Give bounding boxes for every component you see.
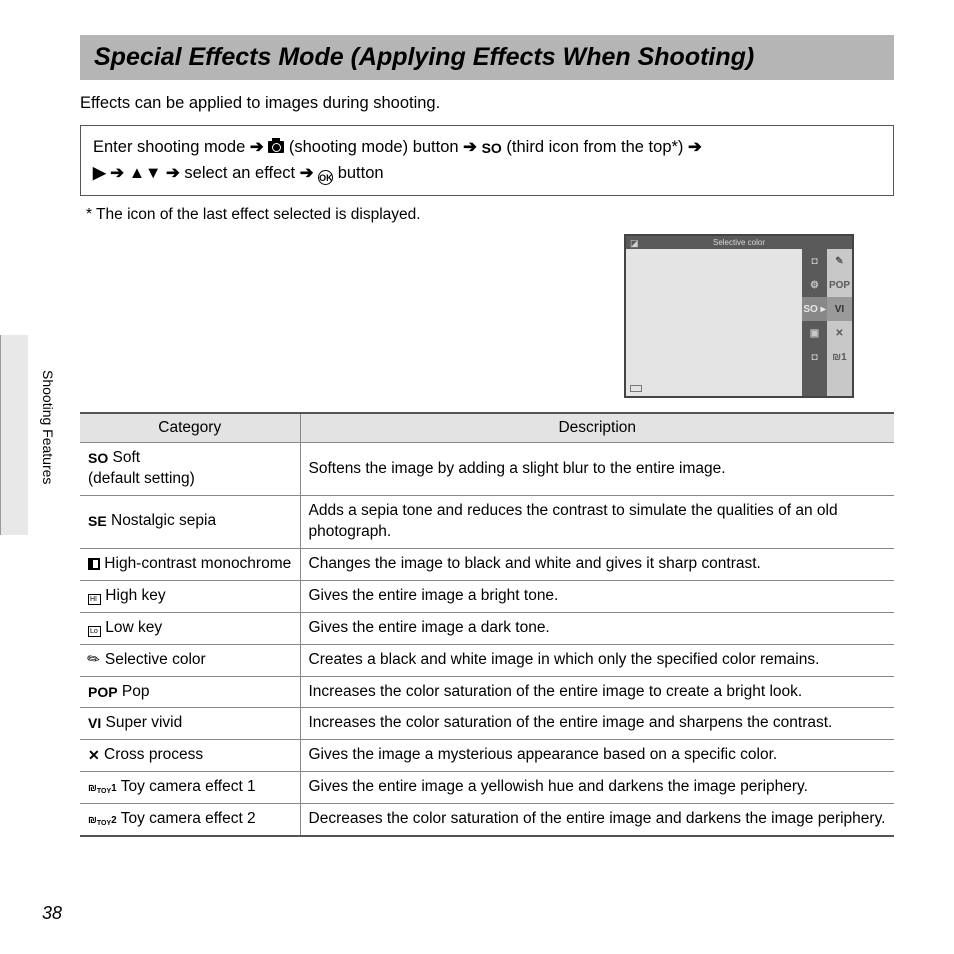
screen-mode-item: ▣ bbox=[802, 321, 827, 345]
description-cell: Decreases the color saturation of the en… bbox=[300, 804, 894, 836]
table-row: ₪TOY1 Toy camera effect 1Gives the entir… bbox=[80, 772, 894, 804]
screen-top-bar: ◪ Selective color bbox=[626, 236, 852, 249]
page-number: 38 bbox=[42, 903, 62, 924]
category-cell: SE Nostalgic sepia bbox=[80, 495, 300, 548]
arrow-icon: ➔ bbox=[463, 138, 481, 156]
category-cell: POP Pop bbox=[80, 676, 300, 708]
table-header-description: Description bbox=[300, 413, 894, 443]
screen-effect-item: ✎ bbox=[827, 249, 852, 273]
table-row: ✕ Cross processGives the image a mysteri… bbox=[80, 740, 894, 772]
toy1-icon: ₪TOY1 bbox=[88, 782, 117, 796]
description-cell: Changes the image to black and white and… bbox=[300, 548, 894, 580]
nav-button-text: button bbox=[338, 164, 384, 182]
arrow-icon: ➔ bbox=[688, 138, 702, 156]
page-content: Special Effects Mode (Applying Effects W… bbox=[0, 0, 954, 857]
intro-text: Effects can be applied to images during … bbox=[80, 94, 894, 113]
low-key-icon: Lo bbox=[88, 626, 101, 637]
battery-icon bbox=[630, 385, 642, 392]
table-row: SO Soft(default setting)Softens the imag… bbox=[80, 443, 894, 496]
description-cell: Increases the color saturation of the en… bbox=[300, 676, 894, 708]
table-row: High-contrast monochromeChanges the imag… bbox=[80, 548, 894, 580]
high-key-icon: HI bbox=[88, 594, 101, 605]
screen-mode-icon: ◪ bbox=[630, 237, 639, 250]
navigation-steps-box: Enter shooting mode ➔ (shooting mode) bu… bbox=[80, 125, 894, 196]
description-cell: Increases the color saturation of the en… bbox=[300, 708, 894, 740]
category-cell: ✕ Cross process bbox=[80, 740, 300, 772]
table-row: SE Nostalgic sepiaAdds a sepia tone and … bbox=[80, 495, 894, 548]
category-cell: HI High key bbox=[80, 580, 300, 612]
right-arrow-icon: ▶ bbox=[93, 164, 106, 182]
category-cell: SO Soft(default setting) bbox=[80, 443, 300, 496]
pop-icon: POP bbox=[88, 683, 118, 702]
category-cell: High-contrast monochrome bbox=[80, 548, 300, 580]
screen-mode-item: ◘ bbox=[802, 345, 827, 369]
screen-effect-item: ₪1 bbox=[827, 345, 852, 369]
description-cell: Adds a sepia tone and reduces the contra… bbox=[300, 495, 894, 548]
arrow-icon: ➔ bbox=[166, 164, 184, 182]
table-row: ₪TOY2 Toy camera effect 2Decreases the c… bbox=[80, 804, 894, 836]
screen-mode-item-selected: SO ▸ bbox=[802, 297, 827, 321]
category-cell: ₪TOY1 Toy camera effect 1 bbox=[80, 772, 300, 804]
screen-mode-item: ⚙ bbox=[802, 273, 827, 297]
vivid-icon: VI bbox=[88, 714, 101, 733]
screen-effect-column: ✎ POP VI ✕ ₪1 bbox=[827, 249, 852, 396]
description-cell: Gives the entire image a bright tone. bbox=[300, 580, 894, 612]
up-down-arrow-icon: ▲▼ bbox=[129, 164, 162, 182]
screen-title-text: Selective color bbox=[713, 238, 765, 247]
cross-process-icon: ✕ bbox=[88, 746, 100, 765]
arrow-icon: ➔ bbox=[300, 164, 318, 182]
se-icon: SE bbox=[88, 512, 107, 531]
so-icon: SO bbox=[88, 449, 108, 468]
screen-mode-column: ◘ ⚙ SO ▸ ▣ ◘ bbox=[802, 249, 827, 396]
camera-lcd-preview: ◪ Selective color ◘ ⚙ SO ▸ ▣ ◘ ✎ POP VI … bbox=[624, 234, 854, 398]
description-cell: Gives the entire image a yellowish hue a… bbox=[300, 772, 894, 804]
table-row: VI Super vividIncreases the color satura… bbox=[80, 708, 894, 740]
so-mode-icon: SO bbox=[482, 138, 502, 160]
table-header-category: Category bbox=[80, 413, 300, 443]
table-row: ✎ Selective colorCreates a black and whi… bbox=[80, 644, 894, 676]
arrow-icon: ➔ bbox=[110, 164, 128, 182]
category-cell: Lo Low key bbox=[80, 612, 300, 644]
monochrome-icon bbox=[88, 558, 100, 570]
description-cell: Gives the entire image a dark tone. bbox=[300, 612, 894, 644]
screen-effect-item-selected: VI bbox=[827, 297, 852, 321]
table-row: Lo Low keyGives the entire image a dark … bbox=[80, 612, 894, 644]
screen-preview-area: ◪ Selective color ◘ ⚙ SO ▸ ▣ ◘ ✎ POP VI … bbox=[80, 234, 894, 398]
nav-third-label: (third icon from the top*) bbox=[506, 138, 683, 156]
arrow-icon: ➔ bbox=[250, 138, 268, 156]
description-cell: Softens the image by adding a slight blu… bbox=[300, 443, 894, 496]
category-cell: ✎ Selective color bbox=[80, 644, 300, 676]
category-cell: ₪TOY2 Toy camera effect 2 bbox=[80, 804, 300, 836]
description-cell: Gives the image a mysterious appearance … bbox=[300, 740, 894, 772]
category-cell: VI Super vivid bbox=[80, 708, 300, 740]
nav-shooting-mode-label: (shooting mode) button bbox=[289, 138, 459, 156]
effects-table: Category Description SO Soft(default set… bbox=[80, 412, 894, 837]
table-row: POP PopIncreases the color saturation of… bbox=[80, 676, 894, 708]
description-cell: Creates a black and white image in which… bbox=[300, 644, 894, 676]
toy2-icon: ₪TOY2 bbox=[88, 814, 117, 828]
table-row: HI High keyGives the entire image a brig… bbox=[80, 580, 894, 612]
section-title: Special Effects Mode (Applying Effects W… bbox=[94, 43, 880, 72]
ok-button-icon: OK bbox=[318, 170, 333, 185]
camera-icon bbox=[268, 141, 284, 153]
screen-effect-item: POP bbox=[827, 273, 852, 297]
screen-effect-item: ✕ bbox=[827, 321, 852, 345]
footnote-text: * The icon of the last effect selected i… bbox=[92, 206, 894, 224]
nav-text-1: Enter shooting mode bbox=[93, 138, 245, 156]
screen-mode-item: ◘ bbox=[802, 249, 827, 273]
section-title-bar: Special Effects Mode (Applying Effects W… bbox=[80, 35, 894, 80]
selective-color-icon: ✎ bbox=[83, 648, 105, 672]
nav-select-label: select an effect bbox=[184, 164, 295, 182]
